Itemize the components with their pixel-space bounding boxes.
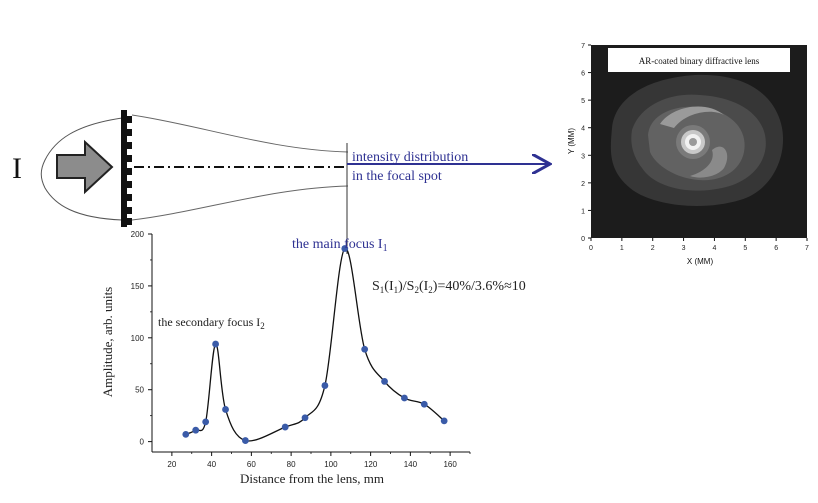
inset-y-tick-label: 5: [581, 98, 585, 105]
chart-data-point: [361, 345, 369, 353]
inset-x-tick-label: 7: [805, 245, 809, 252]
inset-y-tick-label: 1: [581, 208, 585, 215]
chart-data-point: [182, 430, 190, 438]
chart-y-tick-label: 200: [131, 230, 145, 239]
chart-data-point: [420, 400, 428, 408]
chart-x-tick-label: 160: [443, 460, 457, 469]
inset-title: AR-coated binary diffractive lens: [639, 56, 760, 66]
chart-data-point: [301, 414, 309, 422]
inset-x-label: X (MM): [687, 257, 714, 266]
chart-data-point: [242, 437, 249, 444]
inset-y-tick-label: 4: [581, 126, 585, 133]
inset-x-tick-label: 1: [620, 245, 624, 252]
inset-y-tick-label: 7: [581, 43, 585, 50]
main-focus-label: the main focus I1: [292, 237, 388, 254]
inset-x-tick-label: 3: [682, 245, 686, 252]
chart-points: [182, 245, 448, 444]
inset-y-tick-label: 3: [581, 153, 585, 160]
chart-data-point: [192, 426, 200, 434]
chart-axes: 20 40 60 80 100 120 140 160 0 50 100 150 200: [131, 230, 471, 469]
chart-x-tick-label: 100: [324, 460, 338, 469]
chart-data-point: [222, 406, 229, 413]
chart-y-label: Amplitude, arb. units: [100, 287, 115, 398]
inset-y-tick-label: 0: [581, 236, 585, 243]
chart-x-tick-label: 60: [247, 460, 256, 469]
chart-y-tick-label: 50: [135, 386, 144, 395]
diffractive-lens: [121, 110, 132, 227]
secondary-focus-label: the secondary focus I2: [158, 315, 265, 331]
chart-data-point: [440, 417, 448, 425]
lens-schematic: [40, 110, 349, 227]
chart-data-point: [401, 394, 408, 402]
beam-envelope-lower: [131, 185, 349, 221]
beam-arrow-icon: [56, 139, 114, 195]
chart-y-tick-label: 150: [131, 282, 145, 291]
chart-data-point: [202, 418, 210, 426]
inset-y-tick-label: 2: [581, 181, 585, 188]
inset-y-label: Y (MM): [567, 128, 576, 154]
inset-y-tick-label: 6: [581, 71, 585, 78]
chart-y-tick-label: 100: [131, 334, 145, 343]
chart-data-point: [281, 423, 289, 431]
chart-x-tick-label: 80: [287, 460, 296, 469]
chart-data-point: [381, 378, 388, 385]
inset-axes: 0 1 2 3 4 5 6 7 0 1 2 3 4 5 6 7: [581, 43, 809, 252]
gaussian-profile-curve: [40, 117, 123, 221]
chart-x-tick-label: 140: [404, 460, 418, 469]
inset-x-tick-label: 5: [743, 245, 747, 252]
inset-x-tick-label: 2: [651, 245, 655, 252]
ratio-formula: S1(I1)/S2(I2)=40%/3.6%≈10: [372, 279, 526, 295]
annotation-line-1: intensity distribution: [352, 150, 468, 165]
chart-y-tick-label: 0: [140, 438, 145, 447]
inset-x-tick-label: 0: [589, 245, 593, 252]
inset-x-tick-label: 6: [774, 245, 778, 252]
beam-label: I: [12, 152, 22, 185]
chart-x-tick-label: 40: [207, 460, 216, 469]
inset-intensity-map: [591, 45, 807, 238]
chart-x-tick-label: 20: [167, 460, 176, 469]
beam-envelope-upper: [131, 114, 349, 153]
chart-series-line: [185, 247, 445, 442]
annotation-line-2: in the focal spot: [352, 169, 442, 184]
chart-data-point: [212, 340, 220, 348]
inset-x-tick-label: 4: [712, 245, 716, 252]
chart-x-label: Distance from the lens, mm: [240, 471, 384, 486]
chart-data-point: [341, 245, 349, 252]
chart-data-point: [321, 382, 329, 389]
chart-x-tick-label: 120: [364, 460, 378, 469]
